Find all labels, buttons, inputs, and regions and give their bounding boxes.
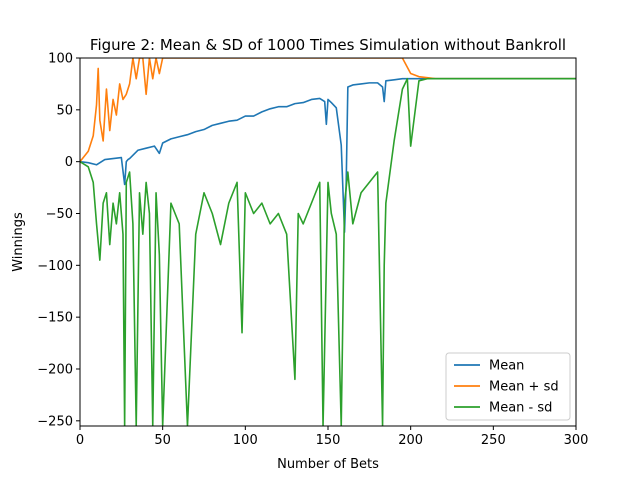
x-axis-label: Number of Bets [277, 457, 379, 472]
y-tick-label: −50 [46, 207, 73, 222]
x-tick-label: 150 [316, 433, 341, 448]
y-tick-label: 100 [48, 52, 73, 67]
y-tick-label: −250 [37, 414, 73, 429]
series-line-1 [80, 58, 576, 163]
x-tick-label: 300 [564, 433, 589, 448]
y-tick-label: −150 [37, 311, 73, 326]
y-tick-label: 0 [65, 155, 73, 170]
y-axis-label: Winnings [11, 212, 26, 272]
legend-label: Mean + sd [489, 380, 559, 395]
y-tick-label: −100 [37, 259, 73, 274]
x-tick-label: 0 [76, 433, 84, 448]
x-tick-label: 100 [233, 433, 258, 448]
chart-title: Figure 2: Mean & SD of 1000 Times Simula… [90, 36, 566, 54]
x-axis: 0 50 100 150 200 250 300 [76, 426, 589, 448]
series-line-0 [80, 77, 576, 233]
legend: Mean Mean + sd Mean - sd [445, 352, 571, 421]
x-tick-label: 50 [154, 433, 171, 448]
y-tick-label: −200 [37, 362, 73, 377]
x-tick-label: 250 [481, 433, 506, 448]
series-line-2 [80, 77, 576, 426]
series-layer [80, 58, 576, 426]
legend-box [445, 352, 571, 421]
y-axis: −250 −200 −150 −100 −50 0 50 100 [37, 52, 80, 429]
x-tick-label: 200 [398, 433, 423, 448]
legend-label: Mean [489, 359, 524, 374]
y-tick-label: 50 [56, 103, 73, 118]
legend-label: Mean - sd [489, 401, 552, 416]
